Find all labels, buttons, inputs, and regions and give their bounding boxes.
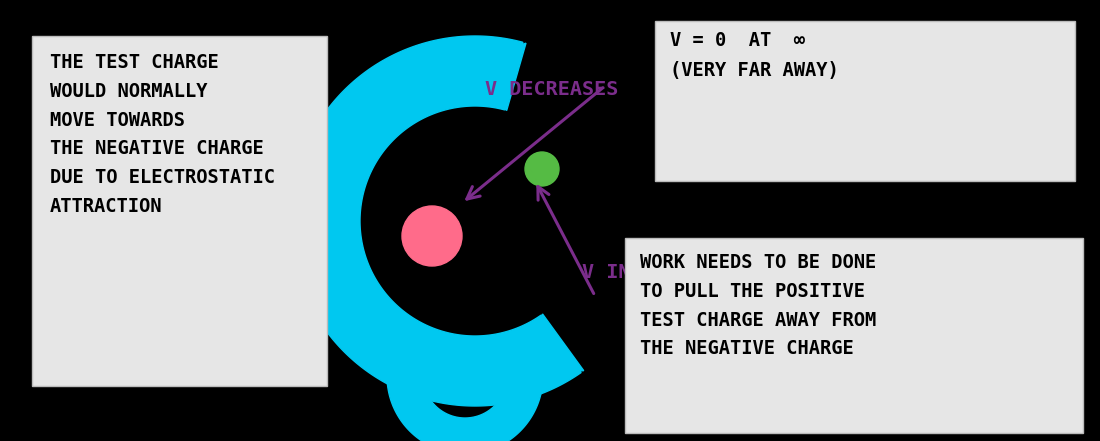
FancyBboxPatch shape — [32, 36, 327, 386]
Polygon shape — [393, 392, 427, 412]
Text: V = 0  AT  ∞
(VERY FAR AWAY): V = 0 AT ∞ (VERY FAR AWAY) — [670, 31, 838, 80]
Text: V INCREASES: V INCREASES — [582, 264, 715, 283]
Text: WORK NEEDS TO BE DONE
TO PULL THE POSITIVE
TEST CHARGE AWAY FROM
THE NEGATIVE CH: WORK NEEDS TO BE DONE TO PULL THE POSITI… — [640, 253, 877, 358]
FancyBboxPatch shape — [654, 21, 1075, 181]
Polygon shape — [506, 314, 584, 374]
Text: THE TEST CHARGE
WOULD NORMALLY
MOVE TOWARDS
THE NEGATIVE CHARGE
DUE TO ELECTROST: THE TEST CHARGE WOULD NORMALLY MOVE TOWA… — [50, 53, 275, 216]
Circle shape — [402, 206, 462, 266]
Text: V DECREASES: V DECREASES — [485, 79, 618, 98]
Polygon shape — [451, 43, 526, 110]
Polygon shape — [387, 380, 542, 441]
FancyBboxPatch shape — [625, 238, 1084, 433]
Circle shape — [525, 152, 559, 186]
Polygon shape — [290, 36, 581, 406]
